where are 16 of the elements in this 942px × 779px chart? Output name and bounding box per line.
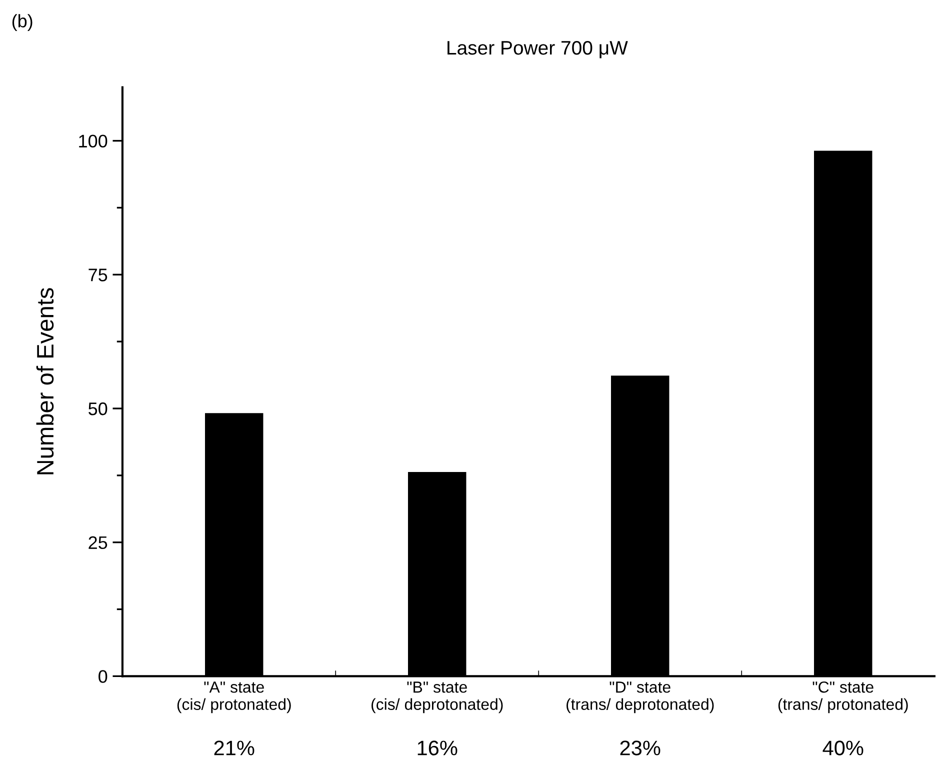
y-axis-title: Number of Events bbox=[36, 288, 54, 474]
x-tick-label: "C" state (trans/ protonated) bbox=[778, 681, 908, 714]
chart-title: Laser Power 700 μW bbox=[448, 40, 628, 58]
text: (b) bbox=[12, 14, 32, 32]
text: 21% bbox=[214, 740, 254, 756]
y-tick-label: 100 bbox=[79, 134, 108, 148]
text: 16% bbox=[418, 740, 458, 756]
text: 40% bbox=[822, 740, 864, 756]
y-tick-label: 75 bbox=[88, 268, 108, 282]
y-tick-label: 50 bbox=[88, 402, 108, 416]
y-tick-label: 25 bbox=[88, 536, 108, 550]
x-tick-label: "D" state (trans/ deprotonated) bbox=[566, 682, 714, 714]
text: 23% bbox=[620, 740, 660, 756]
x-tick-label: "B" state (cis/ deprotonated) bbox=[372, 682, 503, 714]
x-tick-label: "A" state (cis/ protonated) bbox=[177, 682, 291, 714]
y-tick-label: 0 bbox=[98, 670, 108, 683]
